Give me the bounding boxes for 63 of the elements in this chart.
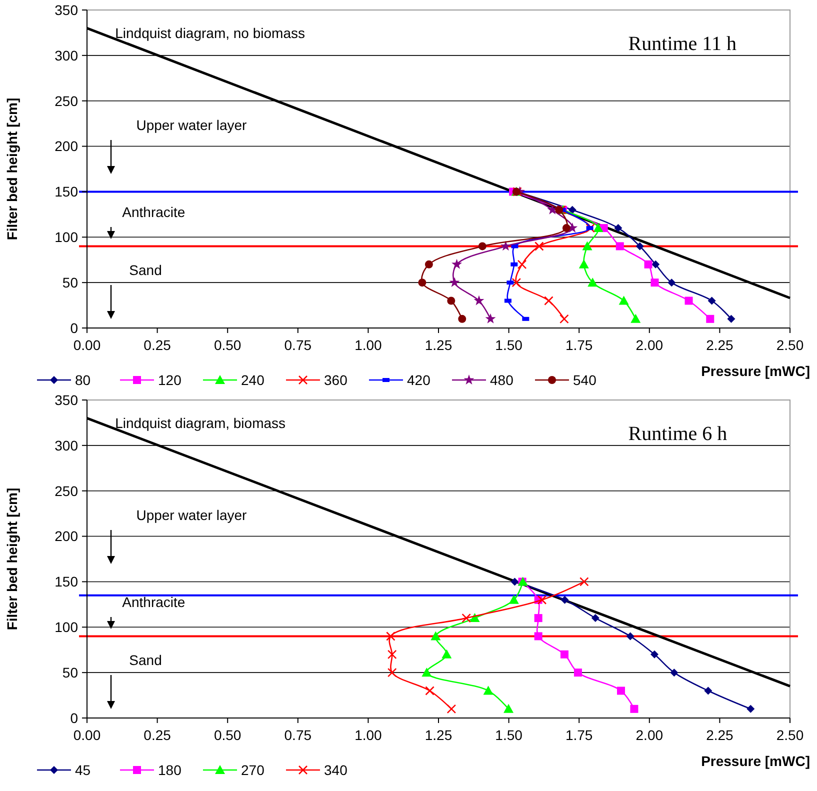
y-tick-label: 0	[70, 710, 78, 726]
x-tick-label: 2.00	[636, 727, 664, 743]
x-tick-label: 0.50	[214, 727, 242, 743]
x-tick-label: 0.00	[73, 727, 101, 743]
annotation: Anthracite	[122, 204, 186, 220]
annotation: Runtime 6 h	[628, 423, 728, 445]
x-tick-label: 2.25	[706, 337, 734, 353]
y-tick-label: 250	[54, 482, 78, 499]
x-tick-label: 0.75	[284, 727, 312, 743]
y-tick-label: 0	[70, 320, 78, 336]
y-tick-label: 100	[54, 229, 78, 246]
x-tick-label: 1.00	[354, 727, 382, 743]
x-tick-label: 1.25	[424, 337, 452, 353]
x-tick-label: 2.25	[706, 727, 734, 743]
y-tick-label: 200	[54, 138, 78, 154]
annotation: Runtime 11 h	[628, 33, 736, 55]
legend-label: 45	[75, 762, 91, 778]
y-tick-label: 300	[54, 47, 78, 64]
x-tick-label: 0.75	[284, 337, 312, 353]
annotation: Upper water layer	[136, 117, 248, 133]
legend-label: 340	[324, 762, 348, 778]
y-tick-label: 50	[62, 274, 78, 290]
y-tick-label: 200	[54, 528, 78, 544]
annotation: Lindquist diagram, no biomass	[115, 25, 306, 41]
annotation: Lindquist diagram, biomass	[115, 415, 286, 431]
y-tick-label: 350	[54, 392, 78, 408]
x-tick-label: 2.50	[776, 727, 804, 743]
x-tick-label: 0.00	[73, 337, 101, 353]
y-axis-title: Filter bed height [cm]	[4, 488, 20, 630]
x-tick-label: 1.50	[495, 727, 523, 743]
legend-label: 180	[158, 762, 182, 778]
legend-label: 120	[158, 372, 182, 388]
y-tick-label: 50	[62, 664, 78, 680]
y-tick-label: 250	[54, 92, 78, 109]
y-tick-label: 150	[54, 184, 78, 200]
annotation: Upper water layer	[136, 507, 248, 523]
legend-label: 270	[241, 762, 265, 778]
x-tick-label: 0.25	[144, 337, 172, 353]
x-tick-label: 0.50	[214, 337, 242, 353]
legend-label: 480	[490, 372, 514, 388]
y-tick-label: 150	[54, 574, 78, 590]
x-tick-label: 1.75	[565, 337, 593, 353]
y-tick-label: 100	[54, 619, 78, 636]
legend-label: 540	[573, 372, 597, 388]
x-tick-label: 1.25	[424, 727, 452, 743]
annotation: Sand	[129, 262, 162, 278]
x-axis-title: Pressure [mWC]	[701, 363, 810, 379]
y-tick-label: 300	[54, 437, 78, 454]
legend-label: 420	[407, 372, 431, 388]
y-axis-title: Filter bed height [cm]	[4, 98, 20, 240]
x-tick-label: 1.50	[495, 337, 523, 353]
y-tick-label: 350	[54, 2, 78, 18]
annotation: Sand	[129, 652, 162, 668]
x-axis-title: Pressure [mWC]	[701, 753, 810, 769]
x-tick-label: 1.00	[354, 337, 382, 353]
x-tick-label: 1.75	[565, 727, 593, 743]
x-tick-label: 0.25	[144, 727, 172, 743]
x-tick-label: 2.00	[636, 337, 664, 353]
legend-label: 80	[75, 372, 91, 388]
legend-label: 360	[324, 372, 348, 388]
legend-label: 240	[241, 372, 265, 388]
annotation: Anthracite	[122, 594, 186, 610]
x-tick-label: 2.50	[776, 337, 804, 353]
